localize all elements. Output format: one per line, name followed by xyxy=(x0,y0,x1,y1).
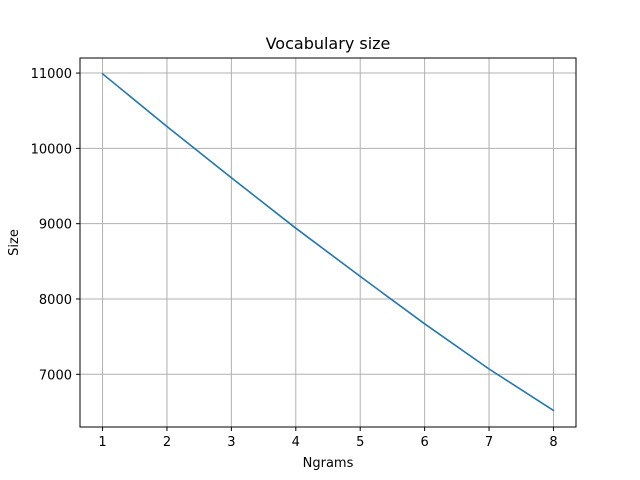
x-tick-label: 5 xyxy=(356,435,364,450)
x-tick-label: 2 xyxy=(163,435,171,450)
y-tick-label: 11000 xyxy=(31,67,72,82)
y-tick-label: 7000 xyxy=(39,368,72,383)
x-tick-label: 8 xyxy=(549,435,557,450)
y-tick-label: 8000 xyxy=(39,293,72,308)
y-axis-label: Size xyxy=(7,229,22,256)
x-axis-label: Ngrams xyxy=(303,456,354,471)
y-tick-label: 10000 xyxy=(31,142,72,157)
x-tick-label: 4 xyxy=(292,435,300,450)
y-tick-label: 9000 xyxy=(39,218,72,233)
grid xyxy=(80,58,576,427)
series-layer xyxy=(101,73,555,412)
series-line xyxy=(101,73,555,412)
chart-title: Vocabulary size xyxy=(266,34,391,53)
x-tick-label: 7 xyxy=(485,435,493,450)
x-tick-label: 1 xyxy=(98,435,106,450)
plot-frame xyxy=(79,57,577,428)
x-tick-label: 3 xyxy=(227,435,235,450)
ticks: 1 2 3 4 5 6 7 8 7000 8000 9000 10000 11000 xyxy=(31,67,558,450)
x-tick-label: 6 xyxy=(420,435,428,450)
